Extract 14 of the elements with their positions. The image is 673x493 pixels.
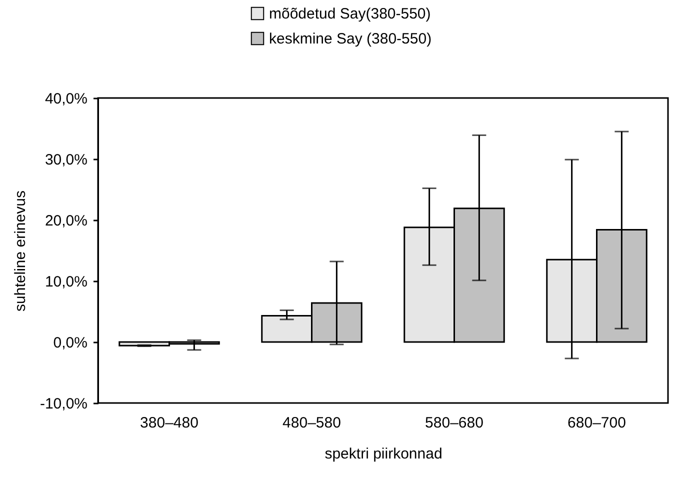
legend-label: mõõdetud Say(380-550) [269,6,431,22]
y-tick-label: 40,0% [44,90,88,108]
y-tick-label: 0,0% [53,334,88,352]
y-tick-label: -10,0% [40,396,88,412]
x-axis-title: spektri piirkonnad [324,446,442,462]
x-tick-label: 480–580 [282,414,341,432]
y-tick-label: 30,0% [44,152,88,168]
x-tick-label: 680–700 [568,414,626,432]
y-tick-label: 10,0% [44,274,88,290]
legend-label: keskmine Say (380-550) [269,30,432,48]
y-axis-title: suhteline erinevus [12,190,29,312]
x-tick-label: 380–480 [140,414,198,432]
x-tick-label: 580–680 [425,414,484,432]
y-tick-label: 20,0% [44,212,88,230]
